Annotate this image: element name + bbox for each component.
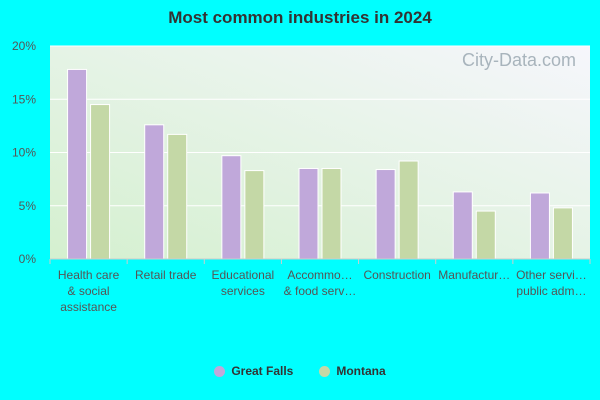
category-label: services <box>221 284 265 298</box>
legend: Great Falls Montana <box>0 364 600 378</box>
bar-montana[interactable] <box>167 133 188 260</box>
chart-title: Most common industries in 2024 <box>168 8 432 27</box>
category-label: Health care <box>58 268 120 282</box>
gridlines <box>50 45 590 207</box>
bar-montana[interactable] <box>244 170 265 260</box>
y-tick-label: 10% <box>12 146 36 160</box>
category-label: public adm… <box>516 284 586 298</box>
bar-montana[interactable] <box>321 167 342 260</box>
category-label: Educational <box>211 268 274 282</box>
legend-item-great-falls[interactable]: Great Falls <box>214 364 293 378</box>
bar-great-falls[interactable] <box>529 192 550 260</box>
bar-montana[interactable] <box>90 104 111 260</box>
category-label: & social <box>68 284 110 298</box>
legend-label-montana: Montana <box>336 364 386 378</box>
category-label: Other servi… <box>516 268 587 282</box>
x-axis <box>49 258 591 264</box>
y-tick-label: 5% <box>19 199 37 213</box>
bar-montana[interactable] <box>398 160 419 260</box>
legend-label-great-falls: Great Falls <box>231 364 294 378</box>
category-labels: Health care & social assistance Retail trad… <box>58 268 587 314</box>
legend-item-montana[interactable]: Montana <box>319 364 386 378</box>
bar-montana[interactable] <box>552 207 573 260</box>
category-label: Manufactur… <box>438 268 510 282</box>
category-label: assistance <box>60 300 117 314</box>
bar-great-falls[interactable] <box>298 167 319 260</box>
watermark: City-Data.com <box>462 50 576 70</box>
legend-swatch-great-falls <box>214 365 226 377</box>
bar-great-falls[interactable] <box>144 124 165 260</box>
bar-great-falls[interactable] <box>452 191 473 260</box>
category-label: Construction <box>363 268 430 282</box>
bars <box>67 68 573 260</box>
bar-great-falls[interactable] <box>375 169 396 260</box>
y-tick-label: 15% <box>12 92 36 106</box>
bar-great-falls[interactable] <box>221 155 242 260</box>
category-label: Retail trade <box>135 268 197 282</box>
bar-montana[interactable] <box>475 210 496 260</box>
y-tick-label: 20% <box>12 39 36 53</box>
y-axis-ticks: 0% 5% 10% 15% 20% <box>12 39 36 266</box>
category-label: Accommo… <box>287 268 352 282</box>
legend-swatch-montana <box>319 365 331 377</box>
category-label: & food serv… <box>284 284 357 298</box>
bar-great-falls[interactable] <box>67 68 88 260</box>
y-tick-label: 0% <box>19 252 37 266</box>
